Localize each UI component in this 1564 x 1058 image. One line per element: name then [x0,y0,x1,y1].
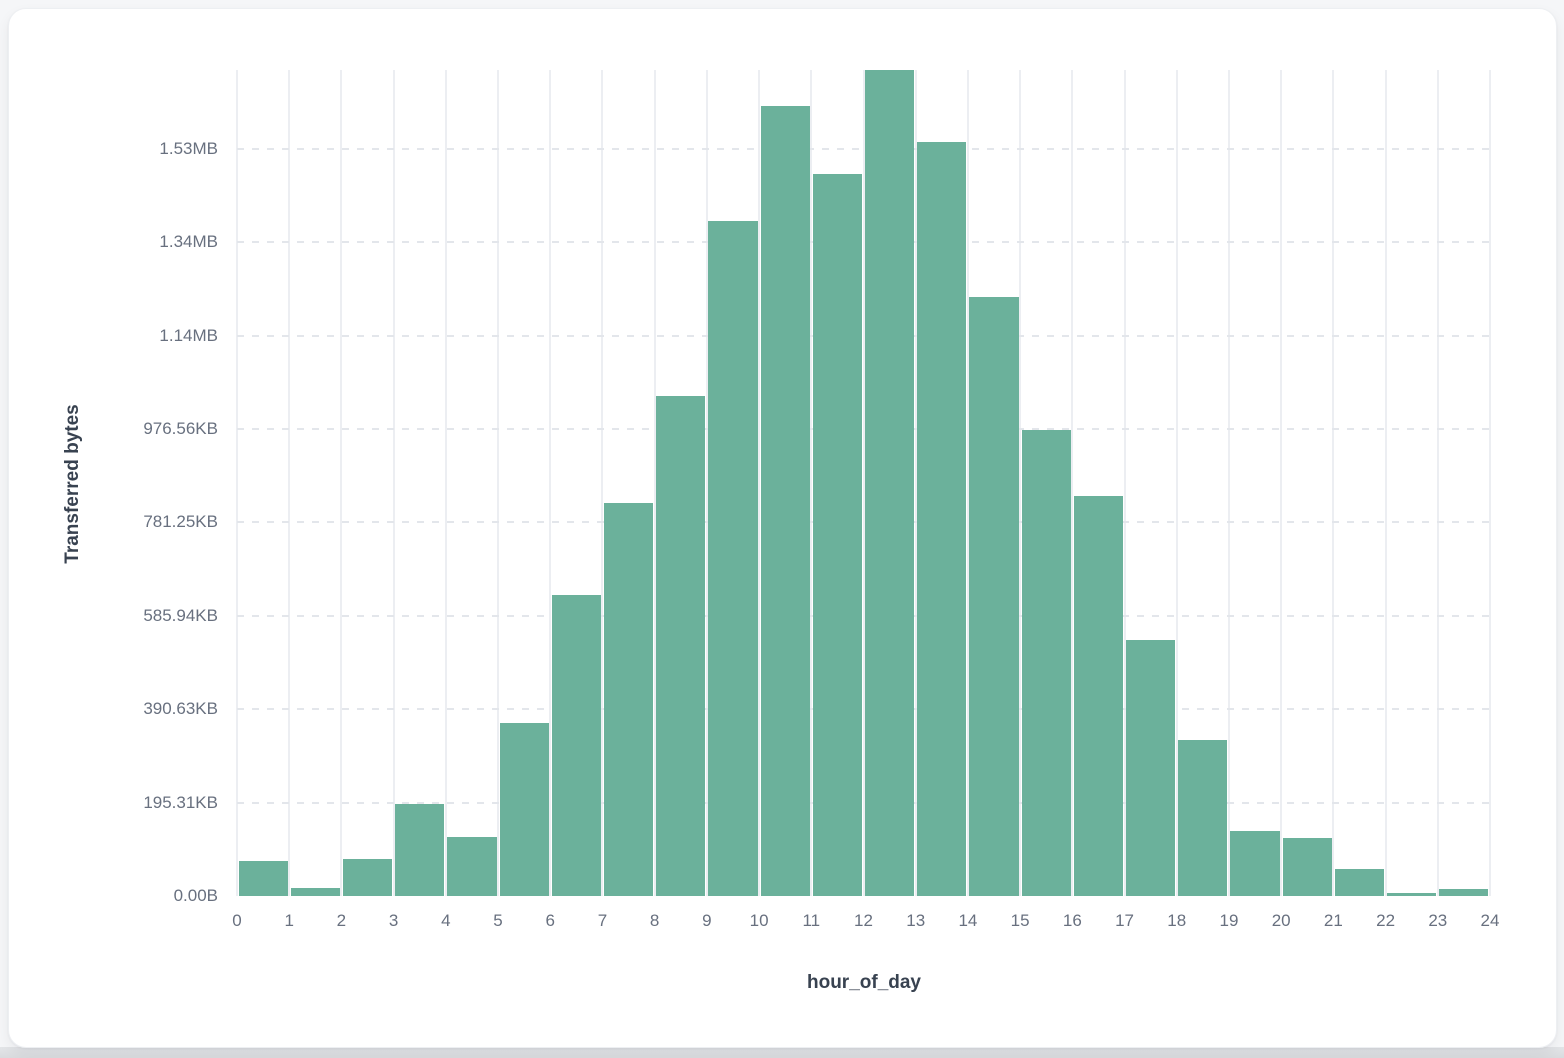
x-tick-label: 12 [854,911,873,930]
h-gridline [237,334,1490,337]
y-tick-label: 976.56KB [143,419,218,439]
x-tick-label: 1 [284,911,294,930]
v-gridline [1280,70,1283,896]
histogram-bar[interactable] [1073,495,1124,896]
y-tick-label: 585.94KB [143,605,218,625]
y-tick-label: 195.31KB [143,792,218,812]
v-gridline [444,70,447,896]
v-gridline [1436,70,1439,896]
histogram-bar[interactable] [1178,740,1228,896]
h-gridline [237,241,1490,244]
y-tick-label: 1.34MB [159,232,218,252]
x-tick-label: 17 [1115,911,1134,930]
x-tick-label: 4 [441,911,451,930]
h-gridline [237,521,1490,524]
x-tick-label: 22 [1376,911,1396,930]
x-tick-label: 15 [1010,911,1030,930]
v-gridline [966,70,969,896]
y-tick-label: 390.63KB [143,699,218,719]
x-tick-label: 19 [1219,911,1239,930]
v-gridline [1019,70,1022,896]
histogram-bar[interactable] [1126,639,1176,896]
v-gridline [288,70,291,896]
v-gridline [549,70,552,896]
h-gridline [237,614,1490,617]
histogram-bar[interactable] [969,296,1019,896]
histogram-bar[interactable] [395,804,445,896]
plot-area [236,70,1491,896]
histogram-bar[interactable] [1334,869,1385,896]
x-tick-label: 2 [336,911,347,930]
v-gridline [1071,70,1074,896]
histogram-bar[interactable] [238,860,288,896]
x-tick-label: 9 [702,911,712,930]
v-gridline [1175,70,1178,896]
histogram-bar[interactable] [1387,893,1437,896]
y-axis-title: Transferred bytes [62,404,83,564]
x-tick-label: 13 [906,911,926,930]
x-tick-label: 14 [958,911,978,930]
histogram-bar[interactable] [342,859,393,896]
histogram-bar[interactable] [708,220,758,896]
histogram-bar[interactable] [1282,837,1332,896]
x-tick-label: 18 [1167,911,1187,930]
x-tick-label: 10 [749,911,769,930]
histogram-bar[interactable] [656,396,706,896]
h-gridline [237,708,1490,711]
histogram-bar[interactable] [1230,830,1280,896]
v-gridline [1123,70,1126,896]
y-tick-label: 0.00B [173,886,218,905]
histogram-bar[interactable] [1439,889,1489,896]
histogram-bar[interactable] [1021,429,1071,896]
y-tick-label: 1.14MB [159,325,218,345]
v-gridline [392,70,395,896]
histogram-bar[interactable] [290,888,340,896]
x-tick-label: 7 [597,911,608,930]
v-gridline [1489,70,1491,896]
x-axis-title: hour_of_day [806,972,922,993]
v-gridline [1332,70,1335,896]
h-gridline [237,428,1490,431]
v-gridline [914,70,917,896]
x-tick-label: 21 [1323,911,1343,930]
h-gridline [237,147,1490,150]
v-gridline [810,70,813,896]
x-tick-label: 3 [388,911,399,930]
histogram-bar[interactable] [603,502,654,896]
histogram-bar[interactable] [917,141,967,896]
v-gridline [497,70,500,896]
histogram-bar[interactable] [760,105,810,896]
x-tick-label: 24 [1480,911,1500,930]
h-gridline [237,801,1490,804]
v-gridline [1384,70,1387,896]
v-gridline [340,70,343,896]
y-axis-tick-labels: 0.00B 195.31KB 390.63KB 585.94KB 781.25KB 976… [0,0,218,1058]
v-gridline [758,70,761,896]
x-tick-label: 6 [545,911,555,930]
v-gridline [705,70,708,896]
histogram-bar[interactable] [812,173,862,896]
histogram-bar[interactable] [499,723,549,896]
histogram-bar[interactable] [551,595,601,896]
v-gridline [236,70,238,896]
v-gridline [862,70,865,896]
x-tick-label: 0 [232,911,242,930]
histogram-bar[interactable] [447,837,497,896]
y-tick-label: 781.25KB [143,512,218,532]
x-tick-label: 16 [1062,911,1082,930]
x-tick-label: 8 [649,911,660,930]
histogram-bar[interactable] [865,70,915,896]
x-tick-label: 5 [493,911,503,930]
page-bottom-strip [0,1047,1564,1058]
v-gridline [653,70,656,896]
y-tick-label: 1.53MB [159,138,218,158]
v-gridline [1227,70,1230,896]
x-tick-label: 23 [1428,911,1448,930]
v-gridline [601,70,604,896]
x-tick-label: 11 [802,911,821,930]
x-tick-label: 20 [1271,911,1291,930]
